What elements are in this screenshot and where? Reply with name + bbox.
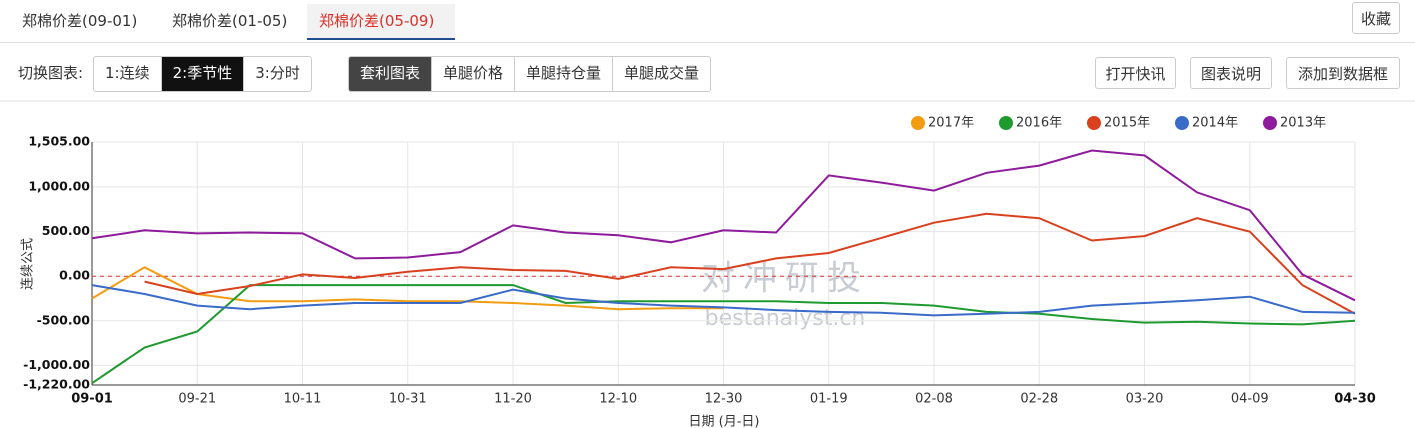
switch-group: 1:连续 2:季节性 3:分时 [93,56,312,92]
x-tick-label: 01-19 [810,392,848,407]
action-button[interactable]: 图表说明 [1190,57,1272,89]
switch-button[interactable]: 3:分时 [255,64,300,82]
view-button[interactable]: 套利图表 [349,57,433,91]
legend-swatch [1263,116,1277,130]
y-tick-label: 0.00 [59,268,90,283]
x-tick-label: 09-01 [71,392,113,407]
legend-label: 2016年 [1016,116,1062,131]
action-button[interactable]: 添加到数据框 [1286,57,1400,89]
y-tick-label: -500.00 [37,312,91,327]
y-tick-label: -1,000.00 [23,357,90,372]
series-line [91,149,1356,302]
separator [0,100,1415,102]
x-tick-label: 11-20 [494,392,532,407]
x-tick-label: 10-11 [284,392,322,407]
view-button[interactable]: 单腿成交量 [624,64,700,82]
favorite-button[interactable]: 收藏 [1352,2,1400,34]
x-tick-label: 12-30 [705,392,743,407]
switch-button[interactable]: 1:连续 [94,57,162,91]
legend-label: 2017年 [928,116,974,131]
x-tick-label: 12-10 [599,392,637,407]
watermark-title: 对冲研投 [701,259,869,299]
legend-label: 2015年 [1104,116,1150,131]
view-button[interactable]: 单腿价格 [432,57,516,91]
y-tick-label: 1,505.00 [28,134,90,149]
y-tick-label: -1,220.00 [23,377,90,392]
switch-label: 切换图表: [18,64,84,82]
series-line [91,284,1356,317]
tab[interactable]: 郑棉价差(09-01) [22,12,138,30]
view-group: 套利图表 单腿价格 单腿持仓量 单腿成交量 [348,56,712,92]
x-tick-label: 10-31 [389,392,427,407]
legend-label: 2013年 [1280,116,1326,131]
action-button[interactable]: 打开快讯 [1095,57,1176,89]
x-tick-label: 02-08 [915,392,953,407]
x-tick-label: 04-30 [1334,392,1376,407]
legend-swatch [1087,116,1101,130]
y-axis-label: 连续公式 [20,238,36,290]
x-tick-label: 02-28 [1020,392,1058,407]
series-line [144,212,1356,315]
y-tick-label: 1,000.00 [28,179,90,194]
view-button[interactable]: 单腿持仓量 [515,57,614,91]
legend-swatch [1175,116,1189,130]
legend-label: 2014年 [1192,116,1238,131]
switch-button[interactable]: 2:季节性 [161,57,245,91]
x-tick-label: 03-20 [1126,392,1164,407]
series-line [91,284,1356,385]
x-tick-label: 04-09 [1231,392,1269,407]
x-axis-label: 日期 (月-日) [689,415,760,428]
x-tick-label: 09-21 [178,392,216,407]
y-tick-label: 500.00 [42,223,91,238]
legend-swatch [999,116,1013,130]
legend-swatch [911,116,925,130]
tab-active[interactable]: 郑棉价差(05-09) [307,4,455,40]
tab[interactable]: 郑棉价差(01-05) [172,12,288,30]
tab-bar: 郑棉价差(09-01) 郑棉价差(01-05) 郑棉价差(05-09) 收藏 [0,0,1415,43]
